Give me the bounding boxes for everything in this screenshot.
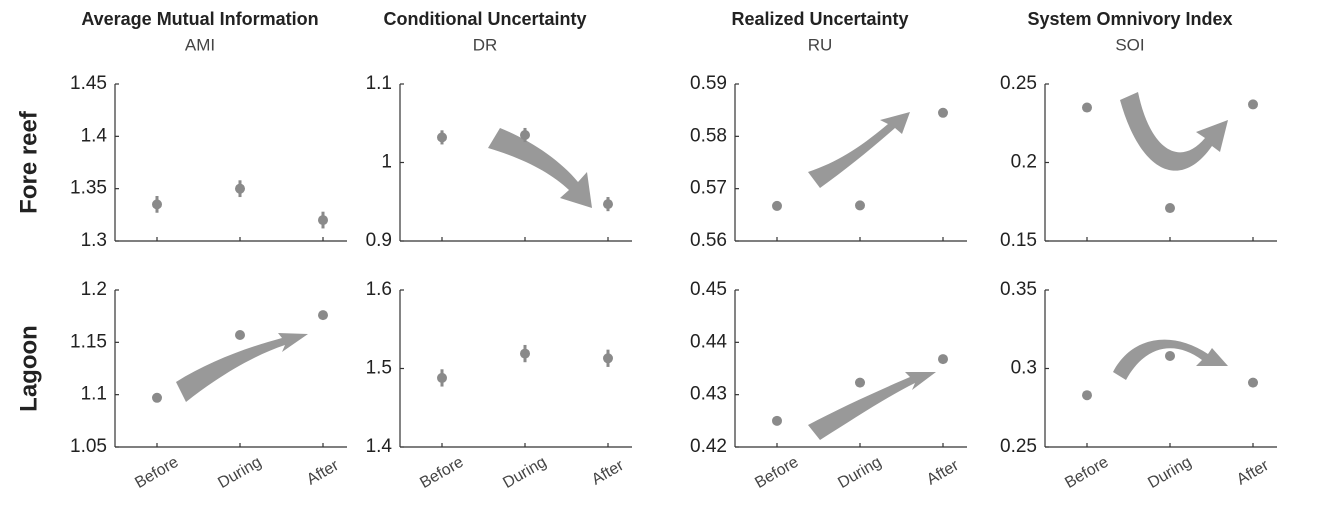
y-tick-label: 1.15 (70, 331, 107, 352)
point (772, 415, 782, 426)
y-tick-label: 1.1 (81, 384, 107, 405)
y-tick-label: 1.4 (366, 436, 393, 457)
column-title: System Omnivory Index (1027, 9, 1232, 29)
y-tick-label: 1.35 (70, 178, 107, 199)
y-tick-label: 0.45 (690, 279, 727, 300)
y-tick-label: 1.5 (366, 358, 392, 379)
point (437, 372, 447, 383)
y-tick-label: 0.25 (1000, 73, 1037, 94)
y-tick-label: 0.42 (690, 436, 727, 457)
y-tick-label: 1.3 (81, 230, 107, 251)
y-tick-label: 1.6 (366, 279, 392, 300)
point (152, 199, 162, 210)
point (603, 353, 613, 364)
y-tick-label: 0.3 (1011, 358, 1037, 379)
point (772, 200, 782, 211)
arrow (1120, 92, 1228, 171)
x-tick-label: Before (417, 454, 466, 492)
point (855, 377, 865, 388)
column-subtitle: RU (808, 35, 833, 54)
x-tick-label: During (215, 454, 264, 492)
arrow (808, 372, 936, 440)
y-tick-label: 0.35 (1000, 279, 1037, 300)
row-label: Fore reef (15, 110, 42, 214)
point (938, 354, 948, 365)
y-tick-label: 1.1 (366, 73, 392, 94)
point (437, 132, 447, 143)
column-title: Realized Uncertainty (731, 9, 908, 29)
column-subtitle: SOI (1115, 35, 1144, 54)
point (1082, 102, 1092, 113)
column-subtitle: AMI (185, 35, 215, 54)
y-tick-label: 0.2 (1011, 152, 1037, 173)
point (235, 330, 245, 341)
arrow (176, 333, 308, 402)
arrow (488, 128, 592, 208)
x-tick-label: Before (1062, 454, 1111, 492)
y-tick-label: 0.59 (690, 73, 727, 94)
row-label: Lagoon (15, 325, 42, 412)
y-tick-label: 1.2 (81, 279, 107, 300)
y-tick-label: 1 (381, 152, 392, 173)
x-tick-label: After (304, 457, 342, 489)
point (855, 200, 865, 211)
y-tick-label: 0.58 (690, 125, 727, 146)
column-title: Average Mutual Information (81, 9, 318, 29)
point (1082, 390, 1092, 401)
point (520, 130, 530, 141)
y-tick-label: 0.56 (690, 230, 727, 251)
column-subtitle: DR (473, 35, 498, 54)
x-tick-label: After (589, 457, 627, 489)
point (938, 107, 948, 118)
y-tick-label: 1.05 (70, 436, 107, 457)
x-tick-label: Before (752, 454, 801, 492)
point (1248, 99, 1258, 110)
x-tick-label: During (835, 454, 884, 492)
x-tick-label: Before (132, 454, 181, 492)
arrows (176, 92, 1228, 440)
y-tick-label: 1.4 (81, 125, 108, 146)
x-tick-label: After (1234, 457, 1272, 489)
point (603, 199, 613, 210)
column-title: Conditional Uncertainty (383, 9, 586, 29)
point (318, 310, 328, 321)
x-tick-label: During (500, 454, 549, 492)
point (520, 348, 530, 359)
point (152, 392, 162, 403)
point (1165, 350, 1175, 361)
point (1165, 203, 1175, 214)
point (1248, 377, 1258, 388)
point (235, 183, 245, 194)
y-tick-label: 0.15 (1000, 230, 1037, 251)
y-tick-label: 0.9 (366, 230, 392, 251)
y-tick-label: 1.45 (70, 73, 107, 94)
arrow (1113, 339, 1228, 380)
point (318, 215, 328, 226)
y-tick-label: 0.43 (690, 384, 727, 405)
y-tick-label: 0.44 (690, 331, 727, 352)
x-tick-label: After (924, 457, 962, 489)
y-tick-label: 0.57 (690, 178, 727, 199)
y-tick-label: 0.25 (1000, 436, 1037, 457)
arrow (808, 112, 910, 188)
x-tick-label: During (1145, 454, 1194, 492)
